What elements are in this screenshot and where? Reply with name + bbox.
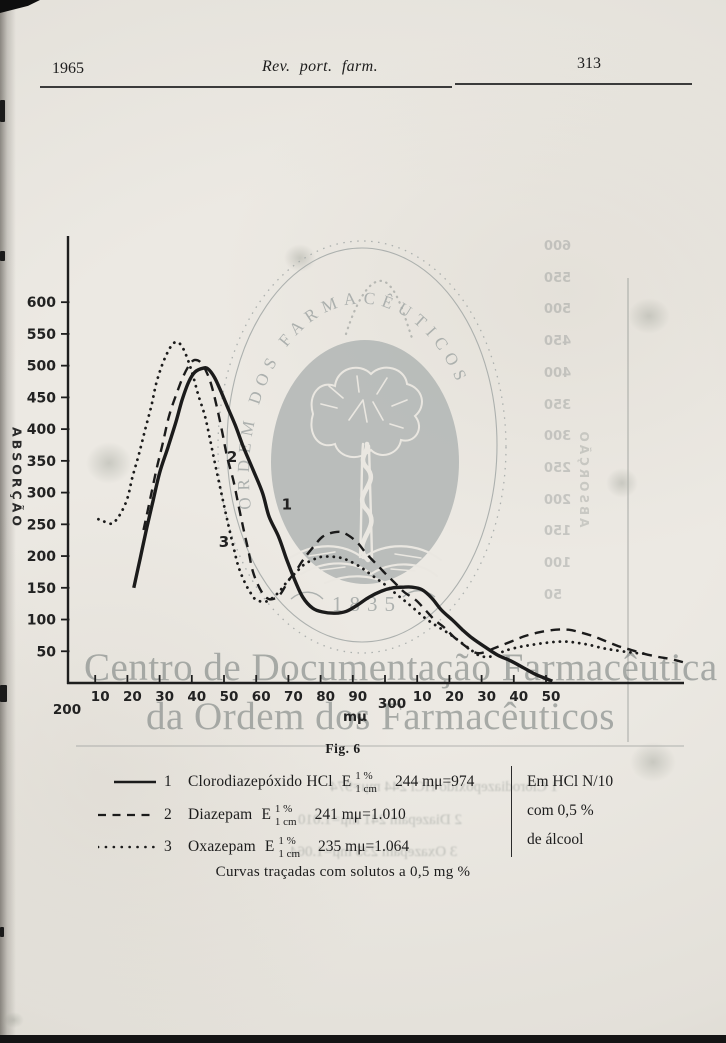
scan-edge-mark bbox=[0, 927, 4, 937]
y-tick-label: 450 bbox=[27, 390, 56, 406]
curve-label: 2 bbox=[227, 448, 237, 466]
scan-edge-mark bbox=[0, 685, 7, 702]
dotted-line-sample-icon bbox=[98, 845, 156, 849]
x-tick-label: 30 bbox=[155, 689, 174, 705]
extinction-subscript: 1 % 1 cm bbox=[274, 803, 297, 828]
scan-edge-mark bbox=[0, 100, 5, 122]
extinction-subscript: 1 % 1 cm bbox=[355, 770, 377, 795]
figure-caption: Fig. 6 bbox=[325, 741, 361, 756]
solvent-note: Em HCl N/10 com 0,5 % de álcool bbox=[511, 766, 613, 857]
legend-name: Oxazepam bbox=[188, 838, 256, 855]
x-tick-label: 20 bbox=[123, 689, 142, 705]
legend-row-diazepam: 2 Diazepam E 1 % 1 cm 241 mμ=1.010 bbox=[98, 801, 406, 829]
header-journal-title: Rev. port. farm. bbox=[261, 58, 379, 75]
y-tick-label: 550 bbox=[27, 327, 56, 343]
curve-label: 3 bbox=[219, 533, 229, 551]
y-tick-label: 300 bbox=[27, 486, 56, 502]
x-tick-label: 90 bbox=[348, 689, 367, 705]
scan-edge-mark bbox=[0, 251, 5, 261]
watermark-line2: da Ordem dos Farmacêuticos bbox=[146, 695, 615, 738]
header-rule-right bbox=[455, 83, 692, 85]
header-page-number: 313 bbox=[577, 55, 601, 72]
x-tick-label: 40 bbox=[187, 689, 206, 705]
solid-line-sample-icon bbox=[114, 780, 156, 784]
spectra-curves bbox=[97, 340, 684, 683]
smudge bbox=[606, 468, 638, 498]
x-tick-label: 10 bbox=[91, 689, 110, 705]
y-tick-label: 150 bbox=[27, 581, 56, 597]
x-hundred-label: 300 bbox=[378, 696, 406, 712]
x-axis-unit-label: mμ bbox=[343, 709, 367, 725]
smudge bbox=[86, 442, 132, 484]
curve-dashed bbox=[142, 358, 684, 664]
smudge bbox=[628, 298, 670, 334]
scan-edge-bottom bbox=[0, 1035, 726, 1043]
y-tick-label: 250 bbox=[27, 517, 56, 533]
x-tick-label: 10 bbox=[413, 689, 432, 705]
y-tick-label: 100 bbox=[27, 613, 56, 629]
x-axis-hundred-labels: 200 300 bbox=[53, 696, 406, 718]
x-tick-label: 20 bbox=[445, 689, 464, 705]
legend-value: 244 mμ=974 bbox=[394, 773, 475, 790]
extinction-symbol: E bbox=[261, 806, 271, 823]
legend-value: 235 mμ=1.064 bbox=[318, 838, 410, 855]
x-tick-label: 50 bbox=[542, 689, 561, 705]
dashed-line-sample-icon bbox=[98, 813, 156, 817]
pharmacists-order-emblem-watermark: ORDEM DOS FARMACÊUTICOS 1835 bbox=[217, 240, 507, 654]
curve-solid bbox=[132, 366, 554, 683]
extinction-symbol: E bbox=[264, 838, 275, 855]
curve-number-annotations: 1 2 3 bbox=[219, 448, 292, 551]
scan-edge-bottom bbox=[0, 1038, 12, 1043]
x-tick-label: 70 bbox=[284, 689, 303, 705]
curve-dotted bbox=[97, 340, 649, 659]
emblem-dotted-ring bbox=[217, 240, 507, 654]
solvent-note-line: de álcool bbox=[527, 831, 584, 848]
y-tick-label: 400 bbox=[27, 422, 56, 438]
legend-number: 2 bbox=[164, 806, 172, 823]
smudge bbox=[630, 742, 676, 782]
legend-number: 3 bbox=[164, 838, 172, 855]
x-axis-ticks: 10 20 30 40 50 60 70 80 90 10 20 30 40 50 bbox=[91, 675, 561, 705]
legend-number: 1 bbox=[164, 773, 172, 790]
legend-row-oxazepam: 3 Oxazepam E 1 % 1 cm 235 mμ=1.064 bbox=[98, 833, 409, 861]
legend-row-clorodiazepoxido: 1 Clorodiazepóxido HCl E 1 % 1 cm 244 mμ=… bbox=[98, 768, 474, 796]
emblem-flourish bbox=[290, 589, 436, 600]
x-hundred-label: 200 bbox=[53, 702, 81, 718]
x-tick-label: 40 bbox=[509, 689, 528, 705]
legend-value: 241 mμ=1.010 bbox=[314, 806, 406, 823]
extinction-symbol: E bbox=[341, 773, 352, 790]
y-axis-ticks: 50 100 150 200 250 300 350 400 450 500 550 600 bbox=[27, 295, 70, 660]
tree-and-snake-icon bbox=[285, 366, 443, 586]
x-tick-label: 30 bbox=[477, 689, 496, 705]
smudge bbox=[284, 244, 316, 272]
y-tick-label: 500 bbox=[27, 359, 56, 375]
bottom-caption: Curvas traçadas com solutos a 0,5 mg % bbox=[215, 864, 471, 880]
binding-shadow bbox=[0, 0, 16, 1043]
bleedthrough-axis-line-horizontal bbox=[76, 745, 684, 747]
y-tick-label: 50 bbox=[37, 644, 57, 660]
header-rule-left bbox=[40, 86, 452, 88]
y-tick-label: 600 bbox=[27, 295, 56, 311]
extinction-subscript: 1 % 1 cm bbox=[278, 835, 301, 860]
solvent-note-line: Em HCl N/10 bbox=[527, 773, 614, 790]
legend-name: Clorodiazepóxido HCl bbox=[188, 773, 333, 790]
y-tick-label: 350 bbox=[27, 454, 56, 470]
header-year: 1965 bbox=[52, 60, 84, 77]
y-tick-label: 200 bbox=[27, 549, 56, 565]
solvent-note-line: com 0,5 % bbox=[527, 802, 594, 819]
legend-name: Diazepam bbox=[188, 806, 253, 823]
x-tick-label: 80 bbox=[316, 689, 335, 705]
x-tick-label: 50 bbox=[220, 689, 239, 705]
bleedthrough-axis-line-vertical bbox=[627, 278, 629, 742]
curve-label: 1 bbox=[282, 496, 292, 514]
x-tick-label: 60 bbox=[252, 689, 271, 705]
emblem-outer-ellipse bbox=[226, 247, 498, 643]
